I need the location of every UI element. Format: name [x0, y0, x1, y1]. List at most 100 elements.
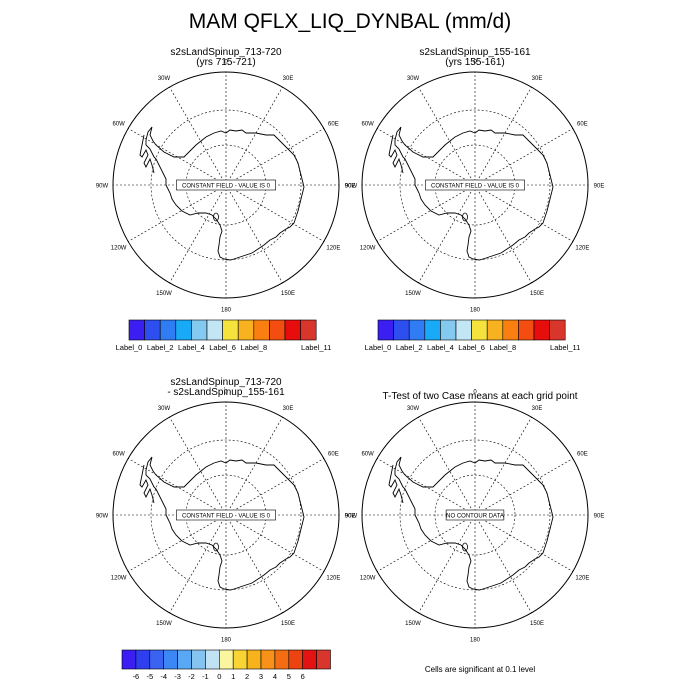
- colorbar-box: [549, 319, 566, 341]
- colorbar-box: [246, 649, 262, 670]
- antarctica-coastline: [145, 126, 305, 261]
- colorbar-box: [135, 649, 151, 670]
- colorbar-box: [455, 319, 472, 341]
- longitude-label: 150W: [405, 291, 421, 297]
- meridian-gridline: [418, 514, 476, 614]
- longitude-label: 150W: [405, 621, 421, 627]
- antarctica-coastline: [394, 126, 554, 261]
- panel-3-title: s2sLandSpinup_713-720 - s2sLandSpinup_15…: [106, 378, 346, 398]
- panel-3-title-line-1: s2sLandSpinup_713-720: [170, 377, 282, 388]
- meridian-gridline: [225, 416, 283, 516]
- meridian-gridline: [169, 416, 227, 516]
- longitude-label: 120E: [575, 576, 589, 582]
- meridian-gridline: [474, 184, 574, 242]
- colorbar-box: [300, 319, 317, 341]
- colorbar-label: Label_2: [147, 343, 174, 352]
- colorbar-box: [232, 649, 248, 670]
- colorbar-box: [144, 319, 161, 341]
- colorbar-box: [440, 319, 457, 341]
- colorbar-box: [274, 649, 290, 670]
- meridian-gridline: [225, 184, 283, 284]
- colorbar-box: [471, 319, 488, 341]
- panel-2-title-line-1: s2sLandSpinup_155-161: [419, 47, 531, 58]
- colorbar-label: Label_0: [365, 343, 392, 352]
- antarctica-coastline: [145, 456, 305, 591]
- colorbar-label: -4: [160, 672, 167, 681]
- colorbar-label: Label_6: [209, 343, 236, 352]
- antarctic-peninsula: [388, 134, 404, 174]
- panel-4-title-line-1: T-Test of two Case means at each grid po…: [382, 391, 578, 402]
- map-panel-2: 0 30E 60E 90E 120E 150E 180 150W 120W 90W 60W 30W CO…: [345, 60, 605, 314]
- longitude-label: 60W: [112, 452, 125, 458]
- colorbar-box: [486, 319, 504, 341]
- longitude-label: 120E: [326, 576, 340, 582]
- panel-1-title-line-1: s2sLandSpinup_713-720: [170, 47, 282, 58]
- longitude-label: 120W: [360, 576, 376, 582]
- longitude-label: 150E: [530, 291, 544, 297]
- latitude-gridline: [399, 109, 551, 261]
- longitude-label: 90E: [345, 184, 356, 190]
- field-message: NO CONTOUR DATA: [446, 514, 504, 520]
- colorbar-label: Label_11: [301, 343, 331, 352]
- colorbar-label: Label_6: [458, 343, 485, 352]
- colorbar-box: [163, 649, 178, 670]
- longitude-label: 120E: [326, 246, 340, 252]
- longitude-label: 0: [224, 390, 228, 396]
- latitude-gridline: [399, 439, 551, 591]
- colorbar-label: 2: [245, 672, 249, 681]
- map-panel-1: 0 30E 60E 90E 120E 150E 180 150W 120W 90W 60W 30W CO…: [96, 60, 356, 314]
- latitude-gridline: [150, 439, 302, 591]
- colorbar-box: [518, 319, 535, 341]
- meridian-gridline: [418, 416, 476, 516]
- longitude-label: 30W: [407, 76, 420, 82]
- longitude-label: 150E: [530, 621, 544, 627]
- colorbar-box: [408, 319, 426, 341]
- longitude-label: 150E: [281, 621, 295, 627]
- colorbar-box: [284, 319, 301, 341]
- longitude-label: 60W: [361, 452, 374, 458]
- colorbar-box: [302, 649, 317, 670]
- meridian-gridline: [376, 514, 476, 572]
- colorbar-box: [177, 649, 192, 670]
- meridian-gridline: [474, 514, 574, 572]
- meridian-gridline: [418, 184, 476, 284]
- colorbar-box: [175, 319, 192, 341]
- longitude-label: 30E: [532, 406, 543, 412]
- colorbar-label: Label_4: [178, 343, 205, 352]
- map-panel-4: 0 30E 60E 90E 120E 150E 180 150W 120W 90W 60W 30W NO…: [345, 390, 605, 644]
- colorbar-box: [191, 649, 206, 670]
- longitude-label: 150E: [281, 291, 295, 297]
- colorbar-box: [502, 319, 519, 341]
- colorbar-label: 3: [259, 672, 263, 681]
- island-outline: [213, 542, 219, 552]
- meridian-gridline: [225, 458, 325, 516]
- colorbar-label: Label_8: [489, 343, 516, 352]
- colorbar-box: [269, 319, 286, 341]
- colorbar-box: [260, 649, 276, 670]
- longitude-label: 180: [470, 638, 481, 644]
- colorbar-box: [424, 319, 441, 341]
- longitude-label: 90W: [96, 514, 109, 520]
- colorbar-box: [377, 319, 394, 341]
- colorbar-label: Label_2: [396, 343, 423, 352]
- meridian-gridline: [474, 128, 574, 186]
- colorbar-box: [533, 319, 550, 341]
- colorbar-label: -6: [133, 672, 140, 681]
- longitude-label: 30E: [532, 76, 543, 82]
- meridian-gridline: [169, 86, 227, 186]
- colorbar-label: 6: [301, 672, 305, 681]
- colorbar-box: [128, 319, 145, 341]
- colorbar-box: [191, 319, 208, 341]
- antarctic-peninsula: [388, 464, 404, 504]
- colorbar-box: [149, 649, 165, 670]
- meridian-gridline: [418, 86, 476, 186]
- longitude-label: 120W: [111, 246, 127, 252]
- meridian-gridline: [474, 458, 574, 516]
- colorbar-box: [316, 649, 331, 670]
- colorbar-box: [205, 649, 220, 670]
- longitude-label: 90W: [96, 184, 109, 190]
- longitude-label: 60E: [328, 122, 339, 128]
- meridian-gridline: [474, 514, 532, 614]
- meridian-gridline: [225, 128, 325, 186]
- longitude-label: 30W: [158, 76, 171, 82]
